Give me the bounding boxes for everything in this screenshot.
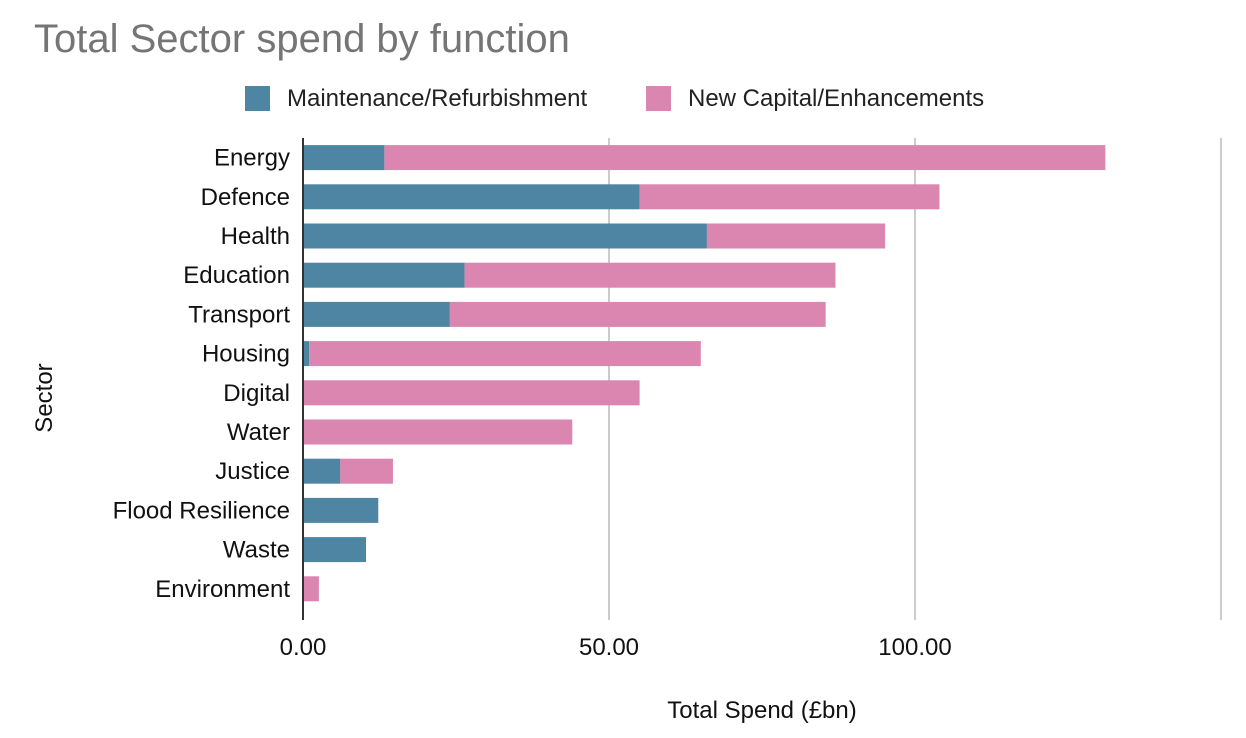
legend-swatch-new-capital (646, 86, 671, 111)
bar-environment-series-1 (303, 576, 319, 602)
category-label-water: Water (227, 419, 290, 446)
bar-defence-series-1 (639, 184, 940, 210)
bar-energy-series-0 (303, 145, 385, 171)
bar-education-series-0 (303, 262, 465, 288)
category-labels: Energy Defence Health Education Transport Hou… (113, 145, 291, 603)
bar-justice-series-0 (303, 458, 341, 484)
category-label-environment: Environment (155, 576, 290, 603)
bar-transport-series-1 (449, 301, 826, 327)
category-label-waste: Waste (223, 537, 290, 564)
category-label-education: Education (183, 262, 290, 289)
bar-energy-series-1 (384, 145, 1106, 171)
legend-swatch-maintenance (245, 86, 270, 111)
bar-transport-series-0 (303, 301, 450, 327)
category-label-digital: Digital (223, 380, 290, 407)
category-label-flood-resilience: Flood Resilience (113, 497, 290, 524)
legend: Maintenance/Refurbishment New Capital/En… (245, 85, 984, 112)
category-label-housing: Housing (202, 341, 290, 368)
category-label-justice: Justice (215, 458, 290, 485)
bar-justice-series-1 (340, 458, 393, 484)
bars (303, 145, 1106, 602)
chart-title: Total Sector spend by function (34, 17, 570, 61)
legend-label-maintenance: Maintenance/Refurbishment (287, 85, 587, 112)
bar-flood-resilience-series-0 (303, 497, 379, 523)
bar-health-series-1 (706, 223, 886, 249)
category-label-defence: Defence (201, 184, 290, 211)
bar-education-series-1 (464, 262, 836, 288)
bar-water-series-1 (303, 419, 573, 445)
bar-digital-series-1 (303, 380, 640, 406)
x-tick-label-0: 0.00 (280, 634, 327, 661)
category-label-transport: Transport (188, 301, 290, 328)
category-label-energy: Energy (214, 145, 290, 172)
x-axis-title: Total Spend (£bn) (667, 697, 856, 724)
gridlines (608, 138, 1222, 620)
x-tick-label-2: 100.00 (878, 634, 951, 661)
bar-housing-series-0 (303, 341, 310, 367)
category-label-health: Health (221, 223, 290, 250)
x-tick-labels: 0.00 50.00 100.00 (280, 634, 952, 661)
bar-housing-series-1 (309, 341, 701, 367)
legend-label-new-capital: New Capital/Enhancements (688, 85, 984, 112)
bar-defence-series-0 (303, 184, 640, 210)
x-tick-label-1: 50.00 (579, 634, 639, 661)
bar-health-series-0 (303, 223, 707, 249)
bar-waste-series-0 (303, 537, 367, 563)
y-axis-title: Sector (31, 363, 58, 432)
